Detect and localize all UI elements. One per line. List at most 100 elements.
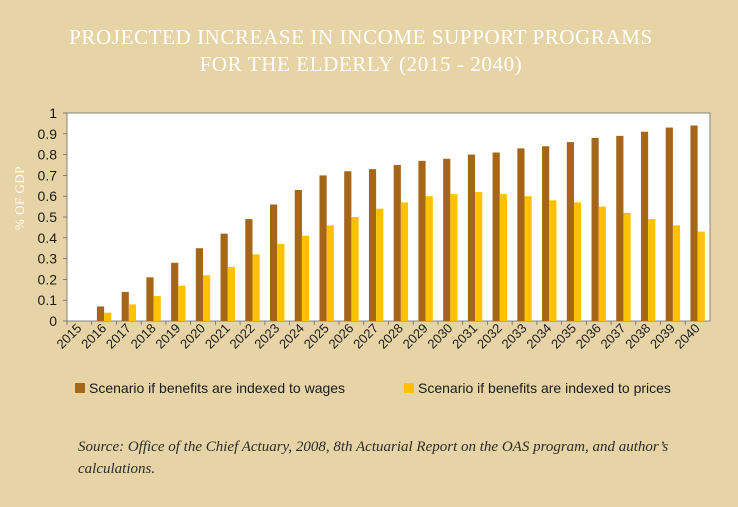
y-tick-label: 0.1: [38, 292, 58, 308]
bar-wages: [245, 219, 253, 321]
bar-wages: [344, 171, 352, 321]
bar-prices: [623, 212, 631, 321]
legend: Scenario if benefits are indexed to wage…: [75, 380, 671, 396]
bar-wages: [640, 131, 649, 321]
bar-wages: [121, 291, 129, 321]
bar-prices: [252, 254, 260, 321]
y-tick-label: 1: [49, 105, 57, 121]
legend-swatch: [404, 383, 414, 393]
bar-series: [96, 125, 705, 321]
bar-chart: % OF GDP 0 0.1 0.2 0.3 0.4 0.5 0.6 0.7 0.8 0.9 1 2…: [12, 105, 711, 396]
bar-prices: [227, 266, 235, 321]
bar-prices: [203, 275, 211, 321]
bar-prices: [475, 192, 483, 321]
bar-prices: [128, 304, 137, 321]
bar-wages: [96, 306, 105, 321]
bar-prices: [153, 296, 161, 321]
y-axis: 0 0.1 0.2 0.3 0.4 0.5 0.6 0.7 0.8 0.9 1: [38, 105, 67, 329]
bar-prices: [598, 206, 606, 321]
bar-prices: [672, 225, 681, 321]
bar-wages: [665, 127, 673, 321]
x-tick-label: 2029: [400, 321, 431, 352]
bar-wages: [270, 204, 278, 321]
bar-prices: [376, 208, 384, 321]
bar-wages: [319, 175, 327, 321]
x-tick-label: 2032: [474, 321, 505, 352]
y-tick-label: 0.3: [38, 251, 58, 267]
bar-prices: [697, 231, 705, 321]
x-tick-label: 2037: [597, 321, 628, 352]
bar-prices: [400, 202, 409, 321]
bar-prices: [573, 202, 582, 321]
bar-wages: [690, 125, 698, 321]
bar-wages: [542, 146, 550, 321]
bar-prices: [648, 219, 656, 321]
source-note: Source: Office of the Chief Actuary, 200…: [78, 439, 669, 477]
bar-prices: [450, 194, 458, 321]
bar-wages: [195, 248, 204, 321]
bar-wages: [566, 142, 574, 321]
x-tick-label: 2026: [325, 321, 356, 352]
x-tick-label: 2022: [227, 321, 258, 352]
x-tick-label: 2019: [152, 321, 183, 352]
bar-prices: [178, 285, 186, 321]
bar-wages: [616, 135, 624, 321]
chart-title-line-1: PROJECTED INCREASE IN INCOME SUPPORT PRO…: [69, 25, 653, 49]
bar-wages: [418, 160, 426, 321]
x-tick-label: 2036: [573, 321, 604, 352]
x-tick-label: 2038: [622, 321, 653, 352]
bar-wages: [220, 233, 228, 321]
bar-wages: [171, 262, 179, 321]
x-tick-label: 2024: [276, 321, 307, 352]
x-tick-label: 2021: [202, 321, 233, 352]
chart-title: PROJECTED INCREASE IN INCOME SUPPORT PRO…: [0, 24, 722, 78]
y-tick-label: 0.7: [38, 167, 58, 183]
x-tick-label: 2031: [449, 321, 480, 352]
x-tick-label: 2033: [499, 321, 530, 352]
bar-wages: [294, 189, 302, 321]
x-tick-label: 2016: [78, 321, 109, 352]
x-tick-label: 2015: [53, 321, 84, 352]
bar-wages: [467, 154, 476, 321]
bar-prices: [524, 196, 532, 321]
x-tick-label: 2039: [647, 321, 678, 352]
y-tick-label: 0.2: [38, 271, 58, 287]
x-tick-label: 2040: [672, 321, 703, 352]
bar-prices: [351, 217, 359, 321]
y-axis-label: % OF GDP: [12, 166, 27, 230]
bar-wages: [368, 169, 377, 321]
chart-title-line-2: FOR THE ELDERLY (2015 - 2040): [199, 52, 523, 76]
bar-wages: [393, 165, 401, 321]
bar-prices: [499, 194, 507, 321]
bar-prices: [549, 200, 557, 321]
x-tick-label: 2030: [424, 321, 455, 352]
y-tick-label: 0.8: [38, 147, 58, 163]
bar-prices: [301, 235, 310, 321]
bar-wages: [146, 277, 154, 321]
y-tick-label: 0.6: [38, 188, 58, 204]
bar-prices: [425, 196, 433, 321]
x-tick-label: 2034: [523, 321, 554, 352]
y-tick-label: 0.5: [38, 209, 58, 225]
x-tick-label: 2025: [301, 321, 332, 352]
bar-prices: [326, 225, 334, 321]
legend-label: Scenario if benefits are indexed to pric…: [418, 380, 671, 396]
x-tick-label: 2018: [128, 321, 159, 352]
x-tick-label: 2023: [251, 321, 282, 352]
bar-wages: [443, 158, 451, 321]
bar-wages: [492, 152, 500, 321]
bar-wages: [517, 148, 525, 321]
y-tick-label: 0.4: [38, 230, 58, 246]
x-tick-label: 2028: [375, 321, 406, 352]
bar-wages: [591, 137, 599, 321]
x-tick-label: 2020: [177, 321, 208, 352]
bar-prices: [104, 312, 112, 321]
x-tick-label: 2017: [103, 321, 134, 352]
y-tick-label: 0.9: [38, 126, 58, 142]
y-tick-label: 0: [49, 313, 57, 329]
x-axis: 2015201620172018201920202021202220232024…: [53, 321, 702, 352]
legend-swatch: [75, 383, 85, 393]
x-tick-label: 2027: [350, 321, 381, 352]
legend-label: Scenario if benefits are indexed to wage…: [89, 380, 345, 396]
